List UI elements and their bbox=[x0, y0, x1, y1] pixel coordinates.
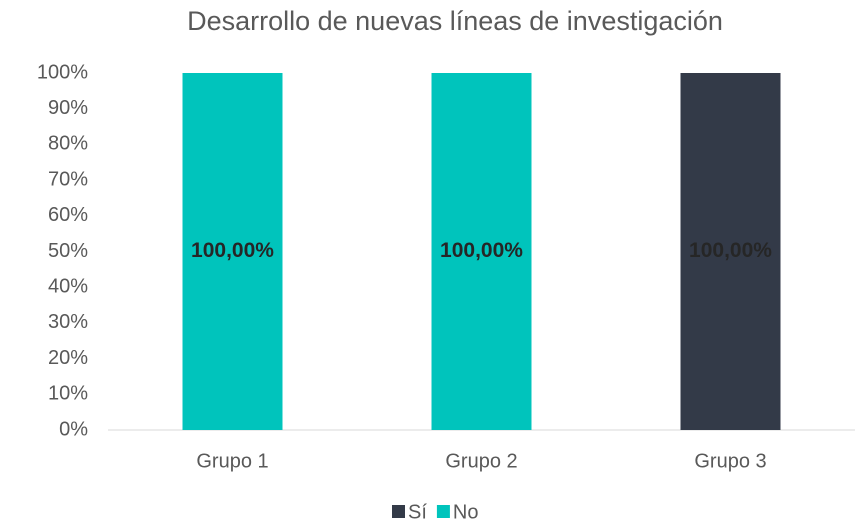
legend-label: No bbox=[453, 501, 479, 523]
y-tick-label: 80% bbox=[48, 133, 88, 155]
y-tick-label: 100% bbox=[37, 61, 88, 83]
y-tick-label: 10% bbox=[48, 383, 88, 405]
y-tick-label: 20% bbox=[48, 347, 88, 369]
data-label: 100,00% bbox=[191, 239, 274, 262]
bar-segment bbox=[182, 73, 283, 430]
bar-segment bbox=[680, 73, 781, 430]
x-tick-label: Grupo 3 bbox=[694, 450, 766, 472]
data-label: 100,00% bbox=[689, 239, 772, 262]
x-tick-label: Grupo 2 bbox=[445, 450, 517, 472]
chart-title: Desarrollo de nuevas líneas de investiga… bbox=[187, 6, 723, 36]
x-tick-label: Grupo 1 bbox=[196, 450, 268, 472]
y-tick-label: 60% bbox=[48, 204, 88, 226]
legend-swatch bbox=[436, 505, 450, 518]
bar-segment bbox=[431, 73, 532, 430]
y-tick-label: 40% bbox=[48, 275, 88, 297]
y-tick-label: 90% bbox=[48, 97, 88, 119]
y-tick-label: 50% bbox=[48, 240, 88, 262]
y-tick-label: 0% bbox=[59, 418, 88, 440]
y-tick-label: 70% bbox=[48, 168, 88, 190]
legend-label: Sí bbox=[408, 501, 427, 523]
legend-swatch bbox=[392, 505, 405, 518]
data-label: 100,00% bbox=[440, 239, 523, 262]
y-tick-label: 30% bbox=[48, 311, 88, 333]
